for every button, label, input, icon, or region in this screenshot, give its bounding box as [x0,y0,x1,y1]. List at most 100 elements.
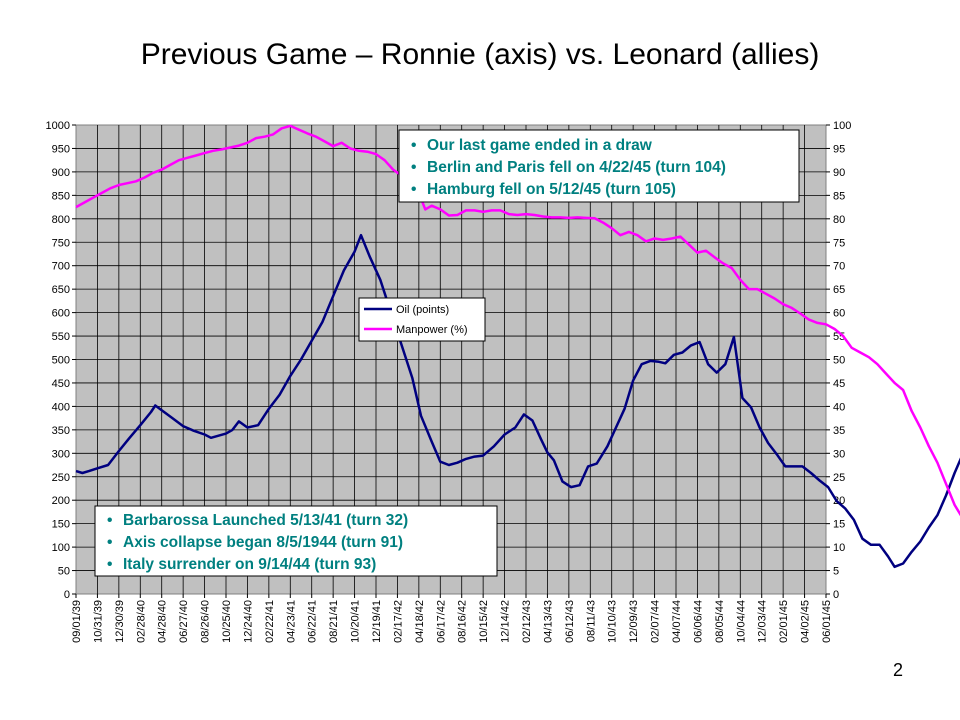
note-bullet: • [107,534,112,551]
note-line: Berlin and Paris fell on 4/22/45 (turn 1… [427,159,726,176]
left-tick-label: 50 [58,566,70,578]
x-tick-label: 04/23/41 [285,600,297,643]
right-tick-label: 25 [833,472,845,484]
x-tick-label: 09/01/39 [71,600,83,643]
right-tick-label: 35 [833,425,845,437]
left-tick-label: 200 [52,495,70,507]
legend-box [358,297,486,342]
x-tick-label: 08/16/42 [457,600,469,643]
right-tick-label: 80 [833,214,845,226]
x-tick-label: 02/07/44 [650,600,662,643]
right-tick-label: 100 [833,120,851,132]
x-tick-label: 06/27/40 [178,600,190,643]
left-tick-label: 900 [52,167,70,179]
note-top-right-box [398,129,800,203]
left-tick-label: 0 [64,589,70,601]
x-tick-label: 02/28/40 [135,600,147,643]
x-tick-label: 06/12/43 [564,600,576,643]
x-tick-label: 10/31/39 [92,600,104,643]
x-tick-label: 10/10/43 [607,600,619,643]
right-tick-label: 30 [833,448,845,460]
right-tick-label: 5 [833,566,839,578]
legend-manpower-label: Manpower (%) [396,324,468,336]
right-axis-labels: 0510152025303540455055606570758085909510… [826,120,851,601]
left-tick-label: 850 [52,190,70,202]
note-bullet: • [411,181,416,198]
x-tick-label: 06/06/44 [692,600,704,643]
x-tick-label: 08/21/41 [328,600,340,643]
note-line: Italy surrender on 9/14/44 (turn 93) [123,556,376,573]
right-tick-label: 60 [833,308,845,320]
legend: Oil (points) Manpower (%) [358,297,486,342]
x-tick-label: 10/25/40 [221,600,233,643]
x-tick-label: 12/14/42 [500,600,512,643]
note-bottom-left-box [94,505,498,577]
x-tick-label: 10/15/42 [478,600,490,643]
manpower-series-line [75,124,960,517]
left-tick-label: 100 [52,542,70,554]
right-tick-label: 50 [833,355,845,367]
note-bullet: • [107,512,112,529]
page-number: 2 [892,660,903,680]
note-line: Hamburg fell on 5/12/45 (turn 105) [427,181,676,198]
x-tick-label: 06/17/42 [435,600,447,643]
left-tick-label: 600 [52,308,70,320]
left-axis-labels: 0 50 100 150 200 250 300 350 400 450 500 550 600 650 7… [46,120,76,601]
series-layer [75,124,960,569]
note-top-right: • Our last game ended in a draw • Berlin… [398,129,800,203]
left-tick-label: 450 [52,378,70,390]
x-tick-label: 12/09/43 [628,600,640,643]
left-tick-label: 800 [52,214,70,226]
left-tick-label: 650 [52,284,70,296]
x-tick-label: 06/22/41 [307,600,319,643]
note-line: Barbarossa Launched 5/13/41 (turn 32) [123,512,408,529]
x-tick-label: 08/26/40 [200,600,212,643]
x-tick-label: 04/28/40 [157,600,169,643]
x-axis-labels: 09/01/39 10/31/39 12/30/39 02/28/40 04/28/40… [71,594,833,643]
x-tick-label: 12/19/41 [371,600,383,643]
left-tick-label: 750 [52,237,70,249]
right-tick-label: 15 [833,519,845,531]
left-tick-label: 150 [52,519,70,531]
left-tick-label: 400 [52,401,70,413]
x-tick-label: 04/02/45 [800,600,812,643]
left-tick-label: 950 [52,143,70,155]
right-tick-label: 45 [833,378,845,390]
note-line: Our last game ended in a draw [427,137,653,154]
note-line: Axis collapse began 8/5/1944 (turn 91) [123,534,403,551]
legend-oil-label: Oil (points) [396,304,449,316]
note-bullet: • [411,159,416,176]
x-tick-label: 04/07/44 [671,600,683,643]
x-tick-label: 02/17/42 [392,600,404,643]
note-bullet: • [107,556,112,573]
left-tick-label: 550 [52,331,70,343]
slide-title: Previous Game – Ronnie (axis) vs. Leonar… [140,38,820,71]
right-tick-label: 10 [833,542,845,554]
right-tick-label: 75 [833,237,845,249]
x-tick-label: 10/20/41 [350,600,362,643]
note-bullet: • [411,137,416,154]
left-tick-label: 500 [52,355,70,367]
x-tick-label: 02/12/43 [521,600,533,643]
x-tick-label: 12/30/39 [114,600,126,643]
right-tick-label: 70 [833,261,845,273]
right-tick-label: 0 [833,589,839,601]
left-tick-label: 250 [52,472,70,484]
left-tick-label: 350 [52,425,70,437]
left-tick-label: 1000 [46,120,70,132]
left-tick-label: 700 [52,261,70,273]
x-tick-label: 08/11/43 [585,600,597,642]
right-tick-label: 40 [833,401,845,413]
right-tick-label: 65 [833,284,845,296]
right-tick-label: 85 [833,190,845,202]
x-tick-label: 12/24/40 [242,600,254,643]
x-tick-label: 08/05/44 [714,600,726,643]
x-tick-label: 02/22/41 [264,600,276,643]
right-tick-label: 90 [833,167,845,179]
x-tick-label: 04/18/42 [414,600,426,643]
x-tick-label: 12/03/44 [757,600,769,643]
left-tick-label: 300 [52,448,70,460]
x-tick-label: 04/13/43 [542,600,554,643]
x-tick-label: 02/01/45 [778,600,790,643]
